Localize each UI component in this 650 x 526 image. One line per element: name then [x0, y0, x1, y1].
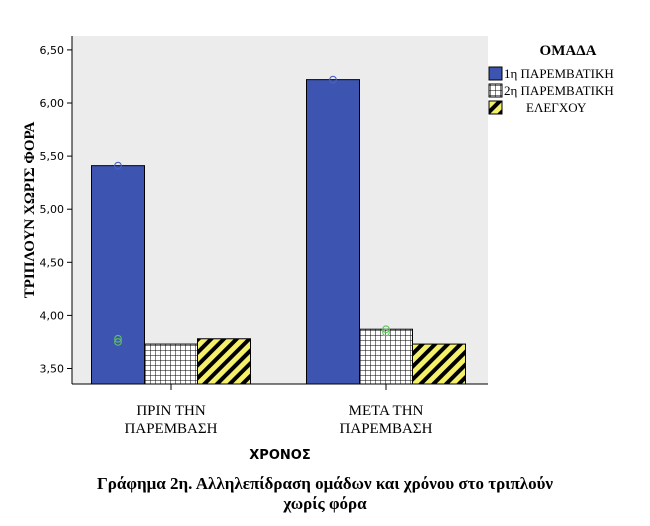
legend-swatch — [488, 100, 503, 115]
bar — [359, 328, 413, 385]
legend-title: ΟΜΑΔΑ — [540, 43, 597, 59]
legend-label: ΕΛΕΓΧΟΥ — [526, 100, 587, 115]
outlier-marker — [114, 338, 122, 346]
bar — [197, 338, 251, 385]
y-tick-label: 6,00 — [40, 97, 65, 110]
y-tick-label: 4,50 — [40, 256, 65, 269]
x-tick-label: ΜΕΤΑ ΤΗΝ — [349, 403, 424, 419]
bar — [91, 165, 145, 385]
legend-swatch — [488, 66, 503, 81]
bar — [412, 343, 466, 385]
caption-line-1: Γράφημα 2η. Αλληλεπίδραση ομάδων και χρό… — [96, 474, 554, 493]
legend-label: 1η ΠΑΡΕΜΒΑΤΙΚΗ — [504, 66, 614, 81]
y-axis: 3,50 4,00 4,50 5,00 5,50 6,00 6,50 — [40, 36, 73, 384]
legend-label: 2η ΠΑΡΕΜΒΑΤΙΚΗ — [504, 83, 614, 98]
x-tick-label: ΠΡΙΝ ΤΗΝ — [136, 403, 205, 419]
figure-caption: Γράφημα 2η. Αλληλεπίδραση ομάδων και χρό… — [0, 474, 650, 514]
outlier-marker — [329, 75, 337, 84]
outlier-markers — [114, 75, 390, 346]
outlier-marker — [114, 161, 122, 170]
bar — [306, 79, 360, 385]
x-tick-label: ΠΑΡΕΜΒΑΣΗ — [125, 421, 218, 437]
bar — [144, 343, 198, 385]
legend: ΟΜΑΔΑ 1η ΠΑΡΕΜΒΑΤΙΚΗ 2η ΠΑΡΕΜΒΑΤΙΚΗ ΕΛΕΓΧΟΥ — [488, 43, 614, 115]
x-axis-title: ΧΡΟΝΟΣ — [249, 448, 310, 463]
bars — [91, 79, 466, 385]
outlier-marker — [382, 325, 390, 334]
x-axis: ΠΡΙΝ ΤΗΝ ΠΑΡΕΜΒΑΣΗ ΜΕΤΑ ΤΗΝ ΠΑΡΕΜΒΑΣΗ — [72, 383, 488, 437]
outlier-marker — [114, 334, 122, 343]
y-tick-label: 6,50 — [40, 44, 65, 57]
y-tick-label: 3,50 — [40, 363, 65, 376]
y-tick-label: 5,00 — [40, 203, 65, 216]
y-tick-label: 5,50 — [40, 150, 65, 163]
legend-swatch — [488, 83, 503, 98]
y-tick-label: 4,00 — [40, 309, 65, 322]
y-axis-title: ΤΡΙΠΛΟΥΝ ΧΩΡΙΣ ΦΟΡΑ — [22, 122, 38, 299]
outlier-marker — [382, 328, 390, 337]
caption-line-2: χωρίς φόρα — [283, 494, 367, 513]
x-tick-label: ΠΑΡΕΜΒΑΣΗ — [340, 421, 433, 437]
